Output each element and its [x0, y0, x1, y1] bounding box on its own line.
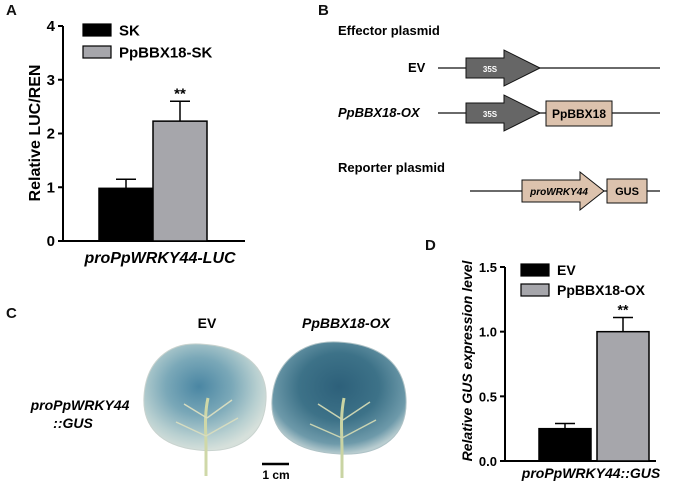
ppbbx18-gene-label: PpBBX18 — [552, 107, 606, 121]
photo-ox-label: PpBBX18-OX — [302, 315, 392, 331]
ox-35s-promoter-arrow — [465, 94, 542, 132]
ev-35s-label: 35S — [483, 65, 498, 74]
chartD-significance-label: ** — [618, 301, 629, 317]
chartD-ytick-label: 1.5 — [479, 260, 497, 275]
chartA-ytick-label: 1 — [47, 179, 55, 196]
reporter-plasmid-title: Reporter plasmid — [338, 160, 445, 175]
chartD-legend-label: PpBBX18-OX — [557, 282, 646, 298]
ev-leaf — [143, 343, 267, 452]
effector-plasmid-title: Effector plasmid — [338, 23, 440, 38]
chartA-ytick-label: 4 — [47, 18, 56, 35]
chartD-legend-swatch — [520, 263, 550, 277]
chart-d: 0.0 0.5 1.0 1.5 ** EV PpBBX18-OX Relative GU… — [459, 260, 661, 481]
gus-gene-label: GUS — [615, 186, 639, 198]
chart-a-ylabel: Relative LUC/REN — [27, 65, 44, 202]
reporter-promoter-label: proWRKY44 — [529, 187, 588, 198]
panel-label-c: C — [6, 305, 17, 322]
ox-leaf-midrib — [340, 397, 346, 478]
ox-35s-label: 35S — [483, 110, 498, 119]
panel-label-d: D — [425, 237, 436, 254]
ox-construct-label: PpBBX18-OX — [338, 105, 421, 120]
chartD-ytick-label: 0.0 — [479, 454, 497, 469]
chartA-legend-swatch — [82, 23, 112, 37]
chartA-legend-label: PpBBX18-SK — [119, 44, 213, 61]
reporter-promoter-arrow — [521, 170, 605, 212]
chart-d-ylabel: Relative GUS expression level — [459, 260, 475, 462]
chartD-legend-label: EV — [557, 262, 576, 278]
chartA-legend-label: SK — [119, 22, 140, 39]
ev-construct-label: EV — [408, 60, 426, 75]
photo-ev-label: EV — [198, 315, 217, 331]
panel-label-b: B — [318, 2, 329, 19]
chartD-bar — [538, 427, 592, 462]
panel-label-a: A — [6, 2, 17, 19]
chartA-legend-swatch — [82, 45, 112, 59]
chartA-bar — [98, 187, 154, 242]
chartD-ytick-label: 0.5 — [479, 389, 497, 404]
photo-row-label-line1: proPpWRKY44 — [30, 397, 130, 413]
photo-row-label-line2: ::GUS — [53, 415, 93, 431]
chartA-bar — [152, 120, 208, 242]
chartD-legend-swatch — [520, 283, 550, 297]
chartA-ytick-label: 0 — [47, 233, 55, 250]
ox-leaf — [271, 341, 407, 455]
ppbbx18-gene-box — [545, 100, 613, 127]
chart-a-xlabel: proPpWRKY44-LUC — [83, 250, 236, 267]
ev-35s-promoter-arrow — [465, 49, 542, 87]
ev-leaf-veins — [175, 399, 239, 437]
chartD-ytick-label: 1.0 — [479, 325, 497, 340]
chartA-significance-label: ** — [174, 85, 186, 102]
chart-a: 0 1 2 3 4 ** SK PpBBX18-SK Relative LUC/REN p… — [27, 18, 245, 267]
plasmid-diagram: Effector plasmid EV 35S PpBBX18-OX 35S P… — [338, 23, 660, 212]
chartA-ytick-label: 2 — [47, 126, 55, 143]
chart-d-xlabel: proPpWRKY44::GUS — [521, 465, 661, 481]
ox-leaf-veins — [309, 401, 377, 439]
scale-bar-label: 1 cm — [262, 468, 289, 482]
ev-leaf-midrib — [204, 397, 210, 476]
gus-gene-box — [606, 178, 648, 204]
chartA-ytick-label: 3 — [47, 72, 55, 89]
chartD-bar — [596, 330, 650, 462]
leaf-photo: EV PpBBX18-OX proPpWRKY44 ::GUS 1 cm — [30, 315, 407, 482]
